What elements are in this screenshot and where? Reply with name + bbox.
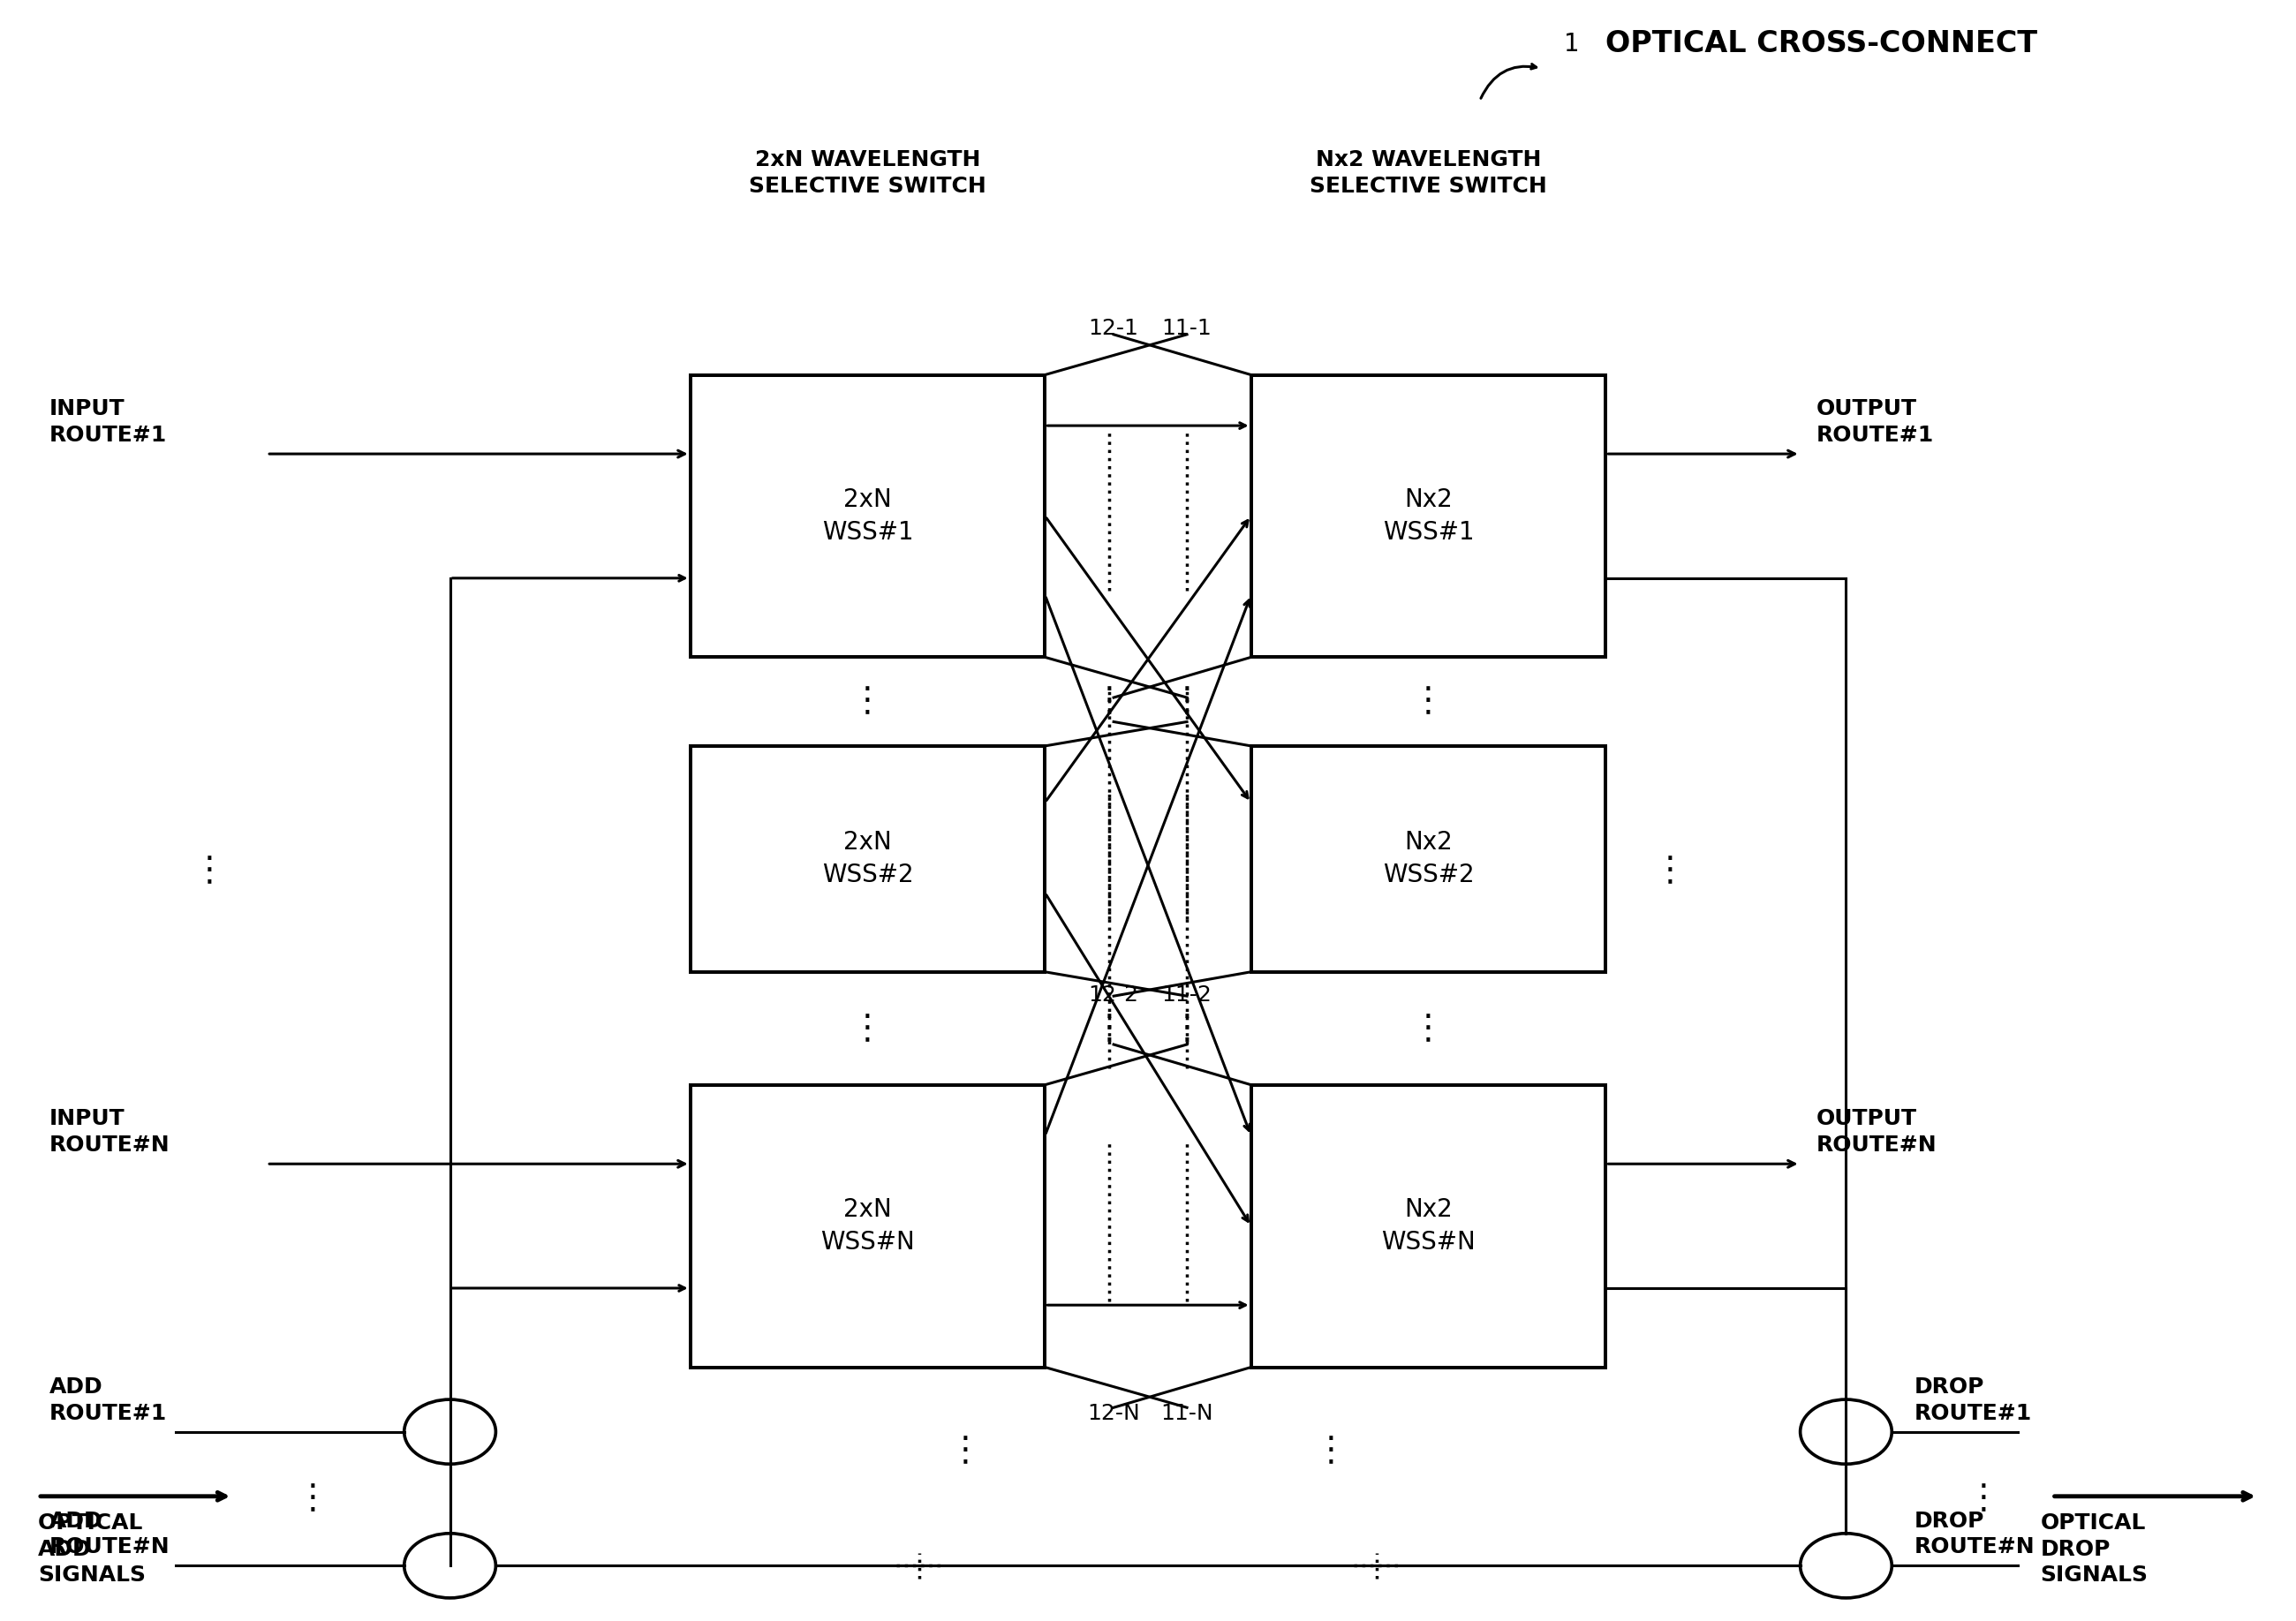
Text: 12-N: 12-N	[1088, 1402, 1141, 1423]
Text: 1: 1	[1564, 32, 1580, 57]
Text: ⋮: ⋮	[193, 854, 227, 888]
Text: ⋮: ⋮	[1965, 1482, 2000, 1516]
FancyBboxPatch shape	[1251, 746, 1605, 973]
Text: 12-1: 12-1	[1088, 318, 1139, 339]
Text: 2xN
WSS#N: 2xN WSS#N	[820, 1198, 914, 1255]
Text: ⋮: ⋮	[296, 1482, 331, 1516]
FancyBboxPatch shape	[1251, 374, 1605, 657]
Text: Nx2
WSS#2: Nx2 WSS#2	[1382, 830, 1474, 888]
Text: Nx2
WSS#1: Nx2 WSS#1	[1382, 488, 1474, 545]
FancyBboxPatch shape	[691, 1084, 1045, 1367]
Text: ⋮: ⋮	[1653, 854, 1688, 888]
Text: DROP
ROUTE#N: DROP ROUTE#N	[1915, 1511, 2034, 1558]
Text: OPTICAL
ADD
SIGNALS: OPTICAL ADD SIGNALS	[39, 1512, 145, 1585]
Text: ⋮: ⋮	[1093, 1012, 1127, 1046]
FancyBboxPatch shape	[691, 374, 1045, 657]
FancyBboxPatch shape	[691, 746, 1045, 973]
Text: ⋮: ⋮	[1093, 684, 1127, 718]
Text: 11-1: 11-1	[1162, 318, 1212, 339]
Text: Nx2
WSS#N: Nx2 WSS#N	[1382, 1198, 1476, 1255]
Text: OPTICAL
DROP
SIGNALS: OPTICAL DROP SIGNALS	[2041, 1512, 2149, 1585]
Text: ⋮: ⋮	[1313, 1433, 1348, 1467]
Text: ⋮: ⋮	[1412, 1012, 1446, 1046]
Text: 11-2: 11-2	[1162, 986, 1212, 1007]
Text: DROP
ROUTE#1: DROP ROUTE#1	[1915, 1376, 2032, 1423]
Text: ⋮: ⋮	[948, 1433, 983, 1467]
Text: OPTICAL CROSS-CONNECT: OPTICAL CROSS-CONNECT	[1605, 29, 2037, 58]
Text: OUTPUT
ROUTE#1: OUTPUT ROUTE#1	[1816, 399, 1933, 446]
Text: ⋮: ⋮	[850, 684, 884, 718]
Text: INPUT
ROUTE#1: INPUT ROUTE#1	[51, 399, 168, 446]
Text: 12-2: 12-2	[1088, 986, 1139, 1007]
Text: 2xN
WSS#2: 2xN WSS#2	[822, 830, 914, 888]
Text: 11-N: 11-N	[1159, 1402, 1212, 1423]
Text: ⋮: ⋮	[1169, 684, 1203, 718]
Text: Nx2 WAVELENGTH
SELECTIVE SWITCH: Nx2 WAVELENGTH SELECTIVE SWITCH	[1309, 149, 1548, 196]
Text: ADD
ROUTE#1: ADD ROUTE#1	[51, 1376, 168, 1423]
Text: ⋮: ⋮	[850, 1012, 884, 1046]
Text: ⋮: ⋮	[1412, 684, 1446, 718]
Text: ADD
ROUTE#N: ADD ROUTE#N	[51, 1511, 170, 1558]
Text: OUTPUT
ROUTE#N: OUTPUT ROUTE#N	[1816, 1109, 1938, 1156]
Text: INPUT
ROUTE#N: INPUT ROUTE#N	[51, 1109, 170, 1156]
Text: 2xN WAVELENGTH
SELECTIVE SWITCH: 2xN WAVELENGTH SELECTIVE SWITCH	[748, 149, 987, 196]
Text: 2xN
WSS#1: 2xN WSS#1	[822, 488, 914, 545]
FancyBboxPatch shape	[1251, 1084, 1605, 1367]
Text: ⋮: ⋮	[1169, 1012, 1203, 1046]
